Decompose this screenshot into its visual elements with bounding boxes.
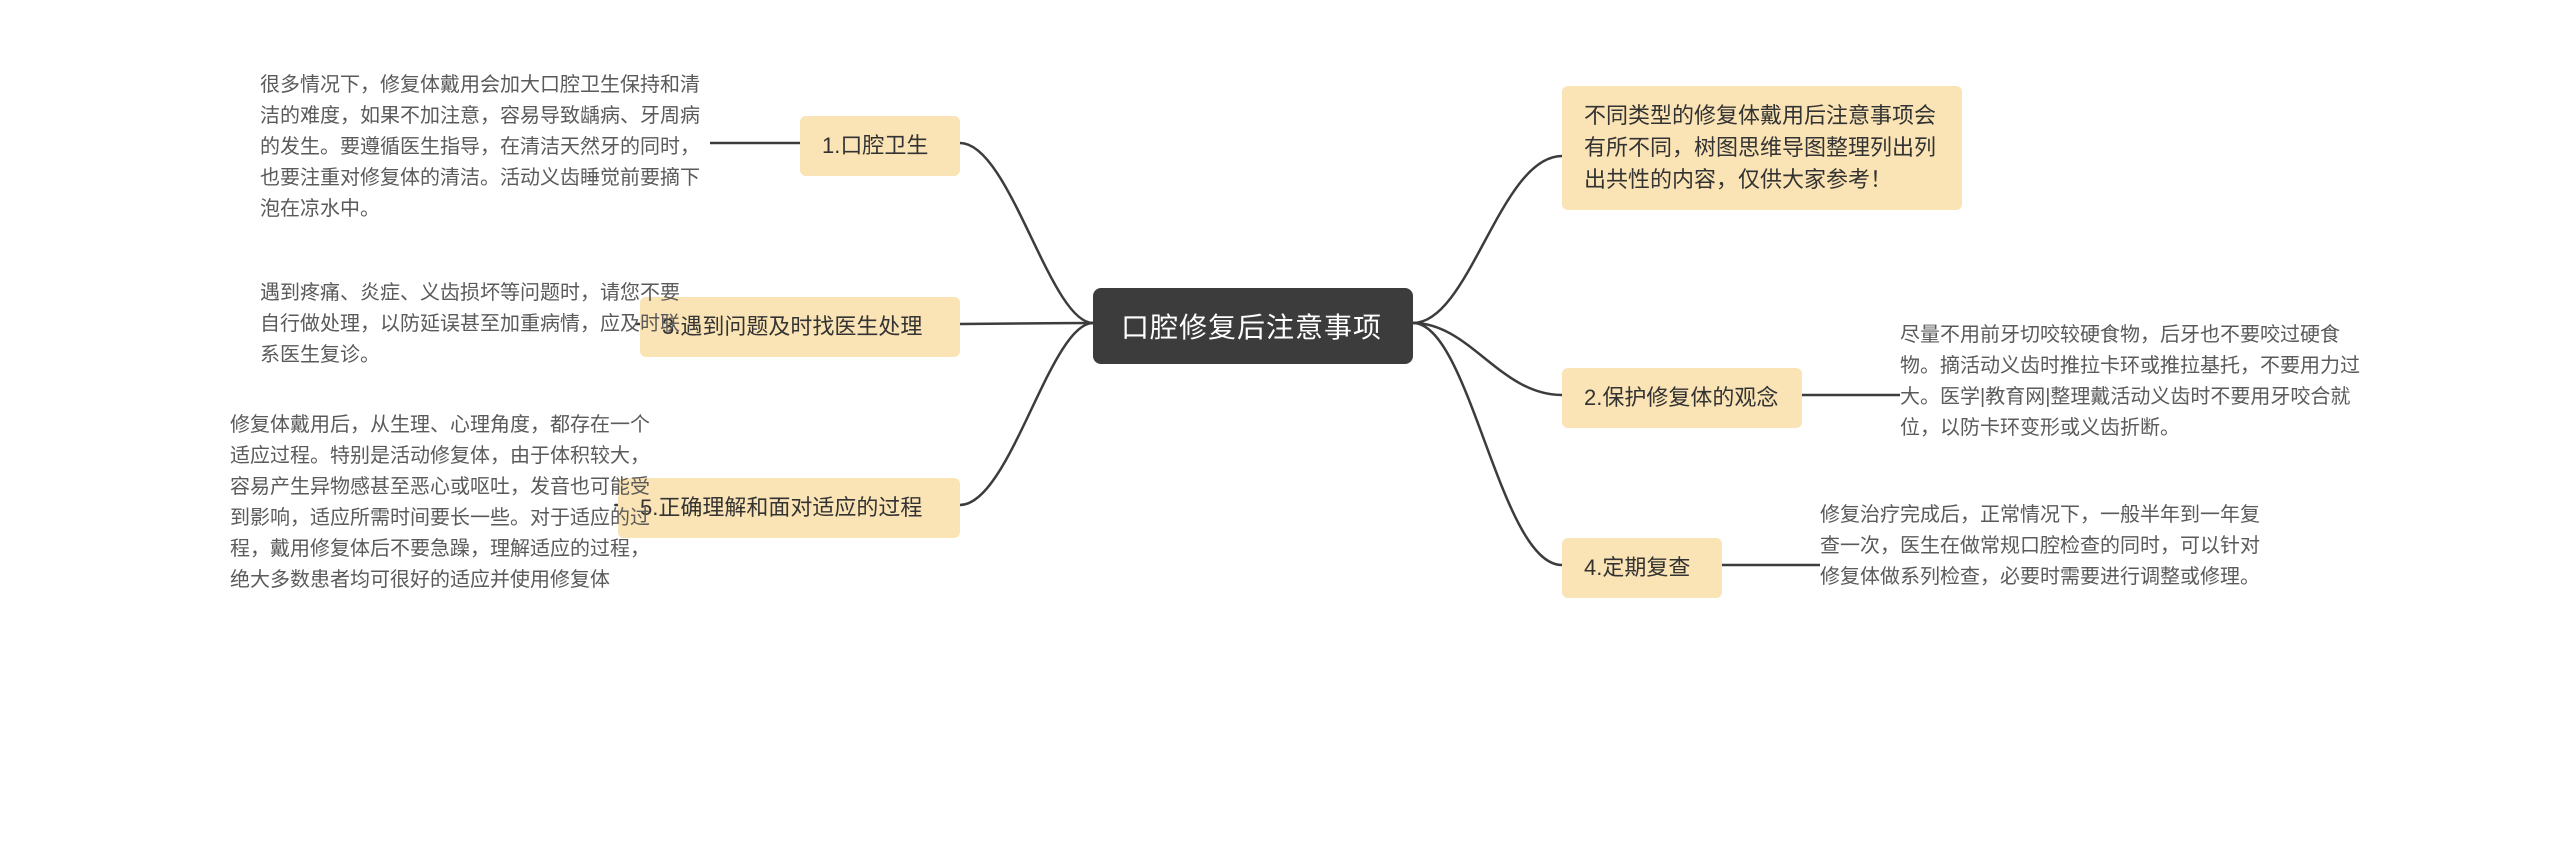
branch-4: 4.定期复查 — [1562, 538, 1722, 598]
connector-root-left-b3-right — [960, 323, 1093, 324]
connector-root-left-b5-right — [960, 323, 1093, 505]
connector-root-left-b1-right — [960, 143, 1093, 323]
mindmap-root: 口腔修复后注意事项 — [1093, 288, 1413, 364]
leaf-2: 尽量不用前牙切咬较硬食物，后牙也不要咬过硬食物。摘活动义齿时推拉卡环或推拉基托，… — [1900, 320, 2360, 444]
branch-5: 5.正确理解和面对适应的过程 — [618, 478, 960, 538]
connector-root-right-intro-left — [1413, 156, 1562, 323]
leaf-1: 很多情况下，修复体戴用会加大口腔卫生保持和清洁的难度，如果不加注意，容易导致龋病… — [260, 70, 710, 225]
connector-root-right-b2-left — [1413, 323, 1562, 395]
connector-root-right-b4-left — [1413, 323, 1562, 565]
leaf-3: 遇到疼痛、炎症、义齿损坏等问题时，请您不要自行做处理，以防延误甚至加重病情，应及… — [260, 278, 690, 371]
branch-2: 2.保护修复体的观念 — [1562, 368, 1802, 428]
branch-1: 1.口腔卫生 — [800, 116, 960, 176]
leaf-5: 修复体戴用后，从生理、心理角度，都存在一个适应过程。特别是活动修复体，由于体积较… — [230, 410, 668, 596]
leaf-4: 修复治疗完成后，正常情况下，一般半年到一年复查一次，医生在做常规口腔检查的同时，… — [1820, 500, 2270, 593]
branch-intro: 不同类型的修复体戴用后注意事项会有所不同，树图思维导图整理列出列出共性的内容，仅… — [1562, 86, 1962, 210]
